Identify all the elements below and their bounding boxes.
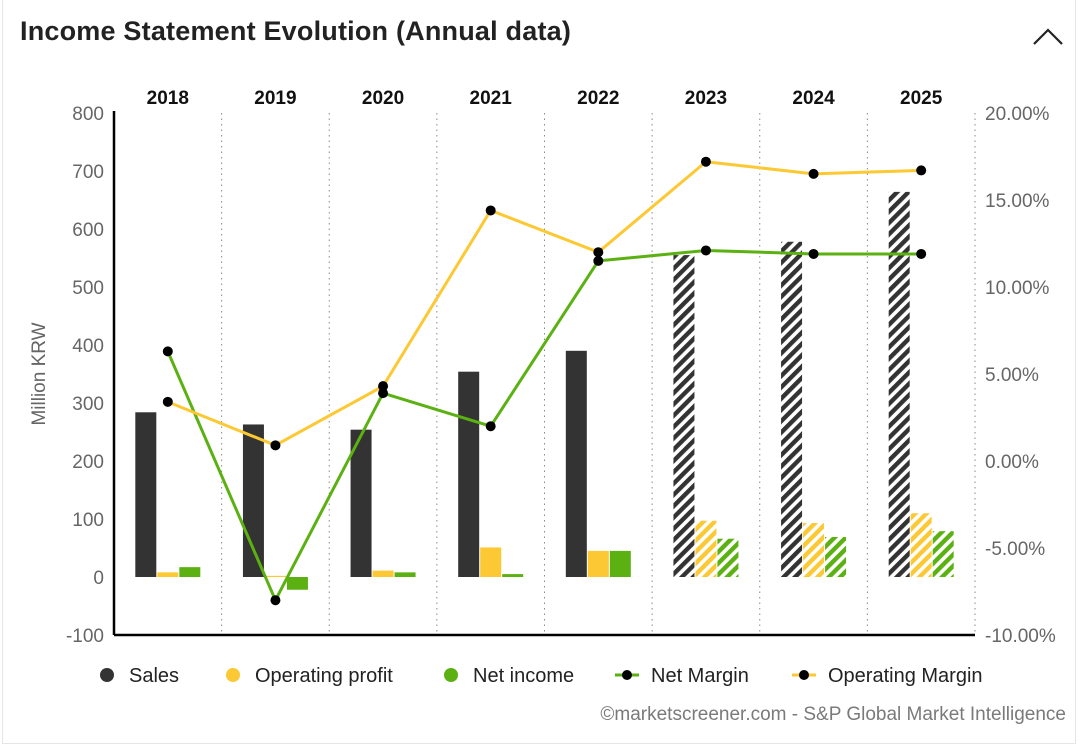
x-category-label: 2025 — [900, 88, 943, 109]
net-income-bar — [502, 574, 524, 577]
legend-sales-label: Sales — [129, 665, 179, 687]
net-income-bar — [825, 536, 847, 577]
operating-margin-point — [700, 156, 711, 167]
x-category-label: 2020 — [362, 88, 404, 109]
x-category-label: 2022 — [577, 88, 619, 109]
income-statement-chart: -100 0 100 200 300 400 500 600 700 800 -10.00% -5.0… — [29, 88, 1056, 687]
sales-bar — [242, 424, 264, 577]
operating-profit-bar — [480, 547, 502, 577]
net-income-bar — [932, 531, 954, 577]
net-margin-point — [700, 245, 711, 256]
net-margin-point — [485, 421, 496, 432]
sales-bar — [781, 241, 803, 577]
y2-tick-label: -10.00% — [985, 626, 1056, 647]
y2-tick-label: 0.00% — [985, 452, 1039, 473]
sales-bar — [673, 255, 695, 577]
operating-margin-point — [916, 165, 927, 176]
operating-margin-point — [808, 168, 819, 179]
y2-tick-label: 5.00% — [985, 365, 1039, 386]
labels: -100 0 100 200 300 400 500 600 700 800 -10.00% -5.0… — [29, 88, 1056, 647]
operating-margin-point — [378, 381, 389, 392]
legend: Sales Operating profit Net income Net Margi… — [100, 665, 983, 687]
x-category-label: 2024 — [792, 88, 835, 109]
lines — [162, 156, 927, 606]
y2-tick-label: 15.00% — [985, 191, 1050, 212]
operating-profit-bar — [910, 513, 932, 577]
collapse-button[interactable] — [1028, 18, 1068, 54]
y-tick-label: 100 — [72, 510, 104, 531]
chevron-up-icon — [1033, 28, 1063, 45]
x-category-label: 2023 — [685, 88, 727, 109]
axes — [112, 111, 975, 637]
y-tick-label: -100 — [66, 626, 104, 647]
operating-profit-bar — [372, 570, 394, 577]
sales-bar — [135, 412, 157, 577]
net-margin-point — [916, 248, 927, 259]
operating-profit-bar — [587, 550, 609, 577]
gridlines — [221, 113, 976, 635]
operating-profit-bar — [157, 572, 179, 577]
legend-operating-margin-label: Operating Margin — [828, 665, 983, 687]
sales-bar — [565, 350, 587, 577]
y2-tick-label: 10.00% — [985, 278, 1050, 299]
net-income-bar — [394, 572, 416, 577]
legend-net-margin-label: Net Margin — [651, 665, 749, 687]
net-margin-point — [270, 595, 281, 606]
y2-tick-label: 20.00% — [985, 104, 1050, 125]
x-category-label: 2021 — [470, 88, 513, 109]
operating-margin-point — [593, 247, 604, 258]
x-category-label: 2018 — [147, 88, 189, 109]
y-tick-label: 700 — [72, 162, 104, 183]
operating-margin-point — [485, 205, 496, 216]
y-tick-label: 200 — [72, 452, 104, 473]
source-credit: ©marketscreener.com - S&P Global Market … — [600, 704, 1066, 725]
operating-profit-bar — [695, 520, 717, 577]
operating-margin-point — [162, 396, 173, 407]
net-margin-point — [162, 346, 173, 357]
legend-operating-profit-label: Operating profit — [255, 665, 393, 687]
page-title: Income Statement Evolution (Annual data) — [20, 16, 572, 46]
y-tick-label: 600 — [72, 220, 104, 241]
legend-operating-margin-marker — [799, 670, 809, 680]
legend-net-income-marker — [444, 668, 458, 682]
net-margin-line — [166, 248, 922, 602]
y2-tick-label: -5.00% — [985, 539, 1045, 560]
net-margin-point — [808, 248, 819, 259]
sales-bar — [458, 371, 480, 577]
y-tick-label: 300 — [72, 394, 104, 415]
net-income-bar — [717, 538, 739, 577]
y-tick-label: 500 — [72, 278, 104, 299]
y-tick-label: 0 — [93, 568, 104, 589]
legend-sales-marker — [100, 668, 114, 682]
x-category-label: 2019 — [254, 88, 296, 109]
y-tick-label: 800 — [72, 104, 104, 125]
y-tick-label: 400 — [72, 336, 104, 357]
legend-operating-profit-marker — [226, 668, 240, 682]
net-margin-point — [593, 255, 604, 266]
operating-margin-line — [167, 160, 922, 447]
sales-bar — [350, 429, 372, 577]
y-axis-label: Million KRW — [29, 322, 50, 425]
net-income-bar — [179, 567, 201, 577]
operating-margin-point — [270, 440, 281, 451]
net-margin-point — [378, 388, 389, 399]
legend-net-margin-marker — [622, 670, 632, 680]
operating-profit-bar — [264, 575, 286, 577]
net-income-bar — [286, 577, 308, 590]
operating-profit-bar — [803, 523, 825, 577]
sales-bar — [888, 191, 910, 577]
net-income-bar — [609, 550, 631, 577]
legend-net-income-label: Net income — [473, 665, 574, 687]
